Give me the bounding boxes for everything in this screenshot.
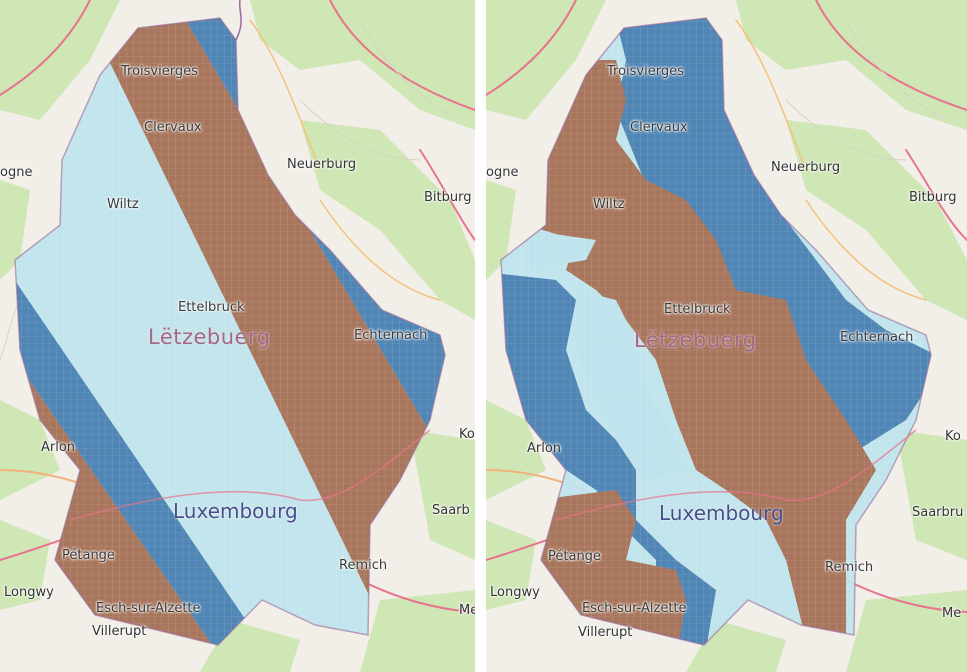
place-label-neuerburg: Neuerburg <box>287 157 357 172</box>
place-label-petange: Pétange <box>548 549 601 564</box>
place-label-longwy: Longwy <box>4 585 54 600</box>
place-label-esch-sur-alzette: Esch-sur-Alzette <box>582 601 687 616</box>
place-label-wiltz: Wiltz <box>107 197 139 212</box>
place-label-clervaux: Clervaux <box>630 120 688 135</box>
place-label-saarbru: Saarbru <box>912 505 964 520</box>
highway-left <box>69 429 431 521</box>
place-label-arlon: Arlon <box>527 441 562 456</box>
country-label-letzebuerg: Lëtzebuerg <box>148 325 271 349</box>
country-label-letzebuerg: Lëtzebuerg <box>634 328 757 352</box>
place-label-ko: Ko <box>945 429 961 444</box>
place-label-saarb: Saarb <box>432 503 470 518</box>
place-label-troisvierges: Troisvierges <box>607 64 684 79</box>
place-label-remich: Remich <box>339 558 388 573</box>
place-label-remich: Remich <box>825 560 874 575</box>
map-canvas-right[interactable] <box>486 0 967 672</box>
capital-label-luxembourg: Luxembourg <box>173 499 298 523</box>
map-panel-right[interactable]: Troisvierges Clervaux Neuerburg ogne Bit… <box>486 0 967 672</box>
map-canvas-left[interactable] <box>0 0 475 672</box>
place-label-longwy: Longwy <box>490 585 540 600</box>
place-label-ogne: ogne <box>486 165 519 180</box>
capital-label-luxembourg: Luxembourg <box>659 501 784 525</box>
place-label-me: Me <box>942 606 962 621</box>
place-label-bitburg: Bitburg <box>424 190 472 205</box>
place-label-ko: Ko <box>459 427 475 442</box>
border-north-left <box>235 0 242 41</box>
place-label-ogne: ogne <box>0 165 33 180</box>
place-label-bitburg: Bitburg <box>909 190 957 205</box>
country-border-left <box>14 17 446 646</box>
place-label-echternach: Echternach <box>840 330 914 345</box>
place-label-villerupt: Villerupt <box>92 624 147 639</box>
place-label-neuerburg: Neuerburg <box>771 160 841 175</box>
place-label-ettelbruck: Ettelbruck <box>664 302 731 317</box>
country-border-right <box>500 17 932 646</box>
forest-areas <box>486 0 967 672</box>
place-label-me: Me <box>459 603 475 618</box>
place-label-echternach: Echternach <box>354 328 428 343</box>
place-label-villerupt: Villerupt <box>578 625 633 640</box>
place-label-arlon: Arlon <box>41 440 76 455</box>
highway-right <box>555 429 917 521</box>
place-label-esch-sur-alzette: Esch-sur-Alzette <box>96 601 201 616</box>
forest-areas <box>0 0 475 672</box>
place-label-ettelbruck: Ettelbruck <box>178 300 245 315</box>
place-label-troisvierges: Troisvierges <box>121 64 198 79</box>
place-label-wiltz: Wiltz <box>593 197 625 212</box>
place-label-petange: Pétange <box>62 548 115 563</box>
map-panel-left[interactable]: Troisvierges Clervaux Neuerburg ogne Bit… <box>0 0 475 672</box>
place-label-clervaux: Clervaux <box>144 120 202 135</box>
